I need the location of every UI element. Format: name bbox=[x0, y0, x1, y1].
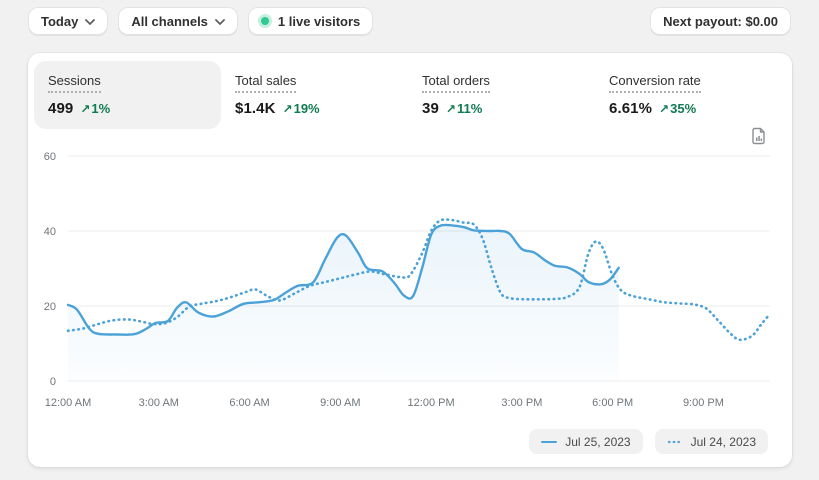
metric-label: Total orders bbox=[422, 73, 490, 93]
svg-text:6:00 AM: 6:00 AM bbox=[229, 397, 269, 409]
svg-text:40: 40 bbox=[44, 226, 56, 238]
trend-up-icon: ↗ bbox=[80, 102, 91, 116]
legend-label: Jul 24, 2023 bbox=[690, 434, 756, 449]
metric-value: 6.61% bbox=[609, 100, 653, 117]
legend-item-jul-25[interactable]: Jul 25, 2023 bbox=[529, 429, 643, 454]
metric-tile-total-orders[interactable]: Total orders 39 ↗ 11% bbox=[408, 61, 595, 129]
legend-label: Jul 25, 2023 bbox=[565, 434, 631, 449]
legend-dotted-line-icon bbox=[667, 435, 683, 449]
metric-value: $1.4K bbox=[235, 100, 276, 117]
date-range-button[interactable]: Today bbox=[28, 7, 109, 35]
metric-label: Sessions bbox=[48, 73, 101, 93]
next-payout-button[interactable]: Next payout: $0.00 bbox=[650, 7, 791, 35]
svg-text:0: 0 bbox=[50, 376, 56, 388]
metric-delta: 35% bbox=[670, 101, 697, 116]
metric-value: 499 bbox=[48, 100, 74, 117]
metrics-row: Sessions 499 ↗ 1% Total sales $1.4K ↗ 19… bbox=[34, 61, 786, 129]
metric-value: 39 bbox=[422, 100, 439, 117]
legend-solid-line-icon bbox=[541, 435, 558, 449]
channels-filter-label: All channels bbox=[131, 13, 208, 29]
svg-text:3:00 PM: 3:00 PM bbox=[501, 397, 542, 409]
trend-up-icon: ↗ bbox=[282, 102, 293, 116]
svg-text:9:00 PM: 9:00 PM bbox=[683, 397, 724, 409]
metric-tile-total-sales[interactable]: Total sales $1.4K ↗ 19% bbox=[221, 61, 408, 129]
metric-tile-conversion-rate[interactable]: Conversion rate 6.61% ↗ 35% bbox=[595, 61, 782, 129]
svg-text:12:00 PM: 12:00 PM bbox=[408, 397, 455, 409]
metric-delta: 1% bbox=[91, 101, 111, 116]
svg-text:12:00 AM: 12:00 AM bbox=[45, 397, 91, 409]
svg-text:60: 60 bbox=[44, 151, 56, 163]
analytics-card: 0 20 40 60 12:00 AM 3:00 AM 6:00 AM 9:00 AM 12:0… bbox=[28, 53, 792, 467]
metric-label: Conversion rate bbox=[609, 73, 701, 93]
top-toolbar: Today All channels 1 live visitors Next … bbox=[28, 7, 791, 35]
svg-text:6:00 PM: 6:00 PM bbox=[592, 397, 633, 409]
legend-item-jul-24[interactable]: Jul 24, 2023 bbox=[654, 429, 768, 454]
chevron-down-icon bbox=[85, 18, 96, 25]
trend-up-icon: ↗ bbox=[659, 102, 670, 116]
chart-legend: Jul 25, 2023 Jul 24, 2023 bbox=[529, 429, 768, 454]
trend-up-icon: ↗ bbox=[445, 102, 456, 116]
metric-delta: 11% bbox=[456, 101, 483, 116]
chevron-down-icon bbox=[215, 18, 225, 25]
metric-tile-sessions[interactable]: Sessions 499 ↗ 1% bbox=[34, 61, 221, 129]
metric-label: Total sales bbox=[235, 73, 297, 93]
channels-filter-button[interactable]: All channels bbox=[118, 7, 238, 35]
live-visitors-button[interactable]: 1 live visitors bbox=[247, 7, 374, 35]
metric-delta: 19% bbox=[293, 101, 320, 116]
export-report-button[interactable] bbox=[748, 127, 770, 149]
date-range-label: Today bbox=[41, 13, 79, 29]
sessions-line-chart[interactable]: 0 20 40 60 12:00 AM 3:00 AM 6:00 AM 9:00 AM 12:0… bbox=[28, 53, 792, 467]
svg-text:3:00 AM: 3:00 AM bbox=[139, 397, 179, 409]
svg-text:20: 20 bbox=[44, 301, 56, 313]
next-payout-label: Next payout: $0.00 bbox=[663, 13, 778, 29]
live-dot-icon bbox=[260, 17, 269, 25]
live-visitors-label: 1 live visitors bbox=[277, 13, 361, 29]
report-icon bbox=[751, 127, 767, 150]
svg-text:9:00 AM: 9:00 AM bbox=[320, 397, 360, 409]
